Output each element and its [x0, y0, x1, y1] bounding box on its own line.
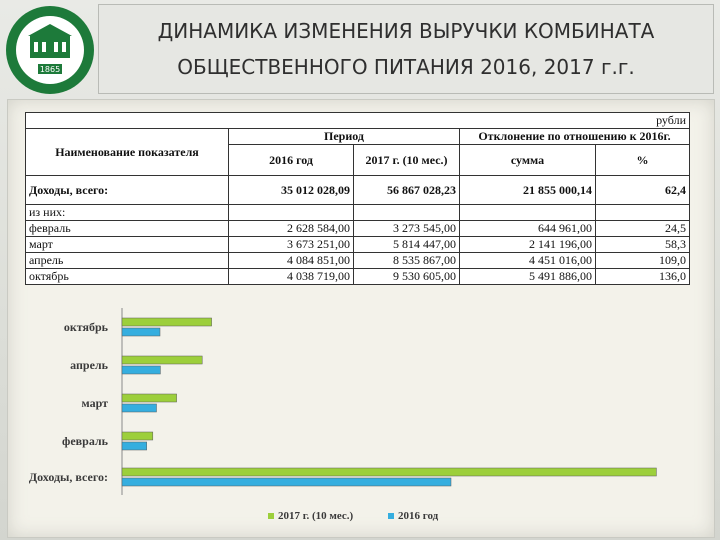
table-row: февраль 2 628 584,00 3 273 545,00 644 96… — [25, 220, 690, 237]
bar-2016-2 — [121, 403, 157, 413]
category-label: октябрь — [64, 320, 109, 334]
row-2017: 3 273 545,00 — [353, 220, 460, 237]
col-header-2016: 2016 год — [228, 144, 354, 176]
col-header-name: Наименование показателя — [25, 128, 229, 176]
row-label: октябрь — [25, 268, 229, 285]
col-header-pct: % — [595, 144, 690, 176]
bar-2016-1 — [121, 365, 161, 375]
bar-2017-0 — [121, 317, 212, 327]
row-sum: 2 141 196,00 — [459, 236, 596, 253]
table-row: октябрь 4 038 719,00 9 530 605,00 5 491 … — [25, 268, 690, 285]
legend-label: 2017 г. (10 мес.) — [278, 510, 354, 522]
col-header-2017: 2017 г. (10 мес.) — [353, 144, 460, 176]
revenue-table: рубли Наименование показателя Период Отк… — [25, 112, 690, 285]
unit-label: рубли — [25, 112, 690, 129]
bar-2017-1 — [121, 355, 203, 365]
legend-label: 2016 год — [398, 510, 439, 522]
row-2016: 3 673 251,00 — [228, 236, 354, 253]
row-label: апрель — [25, 252, 229, 269]
row-2016: 4 084 851,00 — [228, 252, 354, 269]
row-2017: 5 814 447,00 — [353, 236, 460, 253]
total-2017: 56 867 028,23 — [353, 175, 460, 205]
row-pct: 136,0 — [595, 268, 690, 285]
row-sum: 644 961,00 — [459, 220, 596, 237]
row-pct: 109,0 — [595, 252, 690, 269]
row-sum: 5 491 886,00 — [459, 268, 596, 285]
title-box: ДИНАМИКА ИЗМЕНЕНИЯ ВЫРУЧКИ КОМБИНАТА ОБЩ… — [98, 4, 714, 94]
legend-swatch — [268, 513, 274, 519]
row-2016: 4 038 719,00 — [228, 268, 354, 285]
category-label: Доходы, всего: — [29, 470, 108, 484]
total-pct: 62,4 — [595, 175, 690, 205]
bar-2017-4 — [121, 467, 657, 477]
row-label: март — [25, 236, 229, 253]
legend-swatch — [388, 513, 394, 519]
table-row: апрель 4 084 851,00 8 535 867,00 4 451 0… — [25, 252, 690, 269]
page-title: ДИНАМИКА ИЗМЕНЕНИЯ ВЫРУЧКИ КОМБИНАТА ОБЩ… — [157, 19, 655, 79]
row-sum: 4 451 016,00 — [459, 252, 596, 269]
row-pct: 58,3 — [595, 236, 690, 253]
row-2016: 2 628 584,00 — [228, 220, 354, 237]
category-label: февраль — [62, 434, 109, 448]
col-header-deviation: Отклонение по отношению к 2016г. — [459, 128, 690, 145]
category-label: март — [81, 396, 108, 410]
bar-2017-2 — [121, 393, 177, 403]
row-2017: 9 530 605,00 — [353, 268, 460, 285]
table-row: март 3 673 251,00 5 814 447,00 2 141 196… — [25, 236, 690, 253]
total-2016: 35 012 028,09 — [228, 175, 354, 205]
total-sum: 21 855 000,14 — [459, 175, 596, 205]
col-header-period: Период — [228, 128, 460, 145]
bar-2017-3 — [121, 431, 154, 441]
revenue-bar-chart: октябрь апрель март февраль Доходы, всего: 20… — [29, 308, 657, 522]
bar-2016-4 — [121, 477, 452, 487]
category-label: апрель — [70, 358, 108, 372]
total-label: Доходы, всего: — [25, 175, 229, 205]
university-logo: 1865 — [6, 6, 94, 94]
row-2017: 8 535 867,00 — [353, 252, 460, 269]
row-label: февраль — [25, 220, 229, 237]
bar-2016-3 — [121, 441, 147, 451]
bar-2016-0 — [121, 327, 161, 337]
logo-year: 1865 — [40, 65, 60, 74]
col-header-sum: сумма — [459, 144, 596, 176]
row-pct: 24,5 — [595, 220, 690, 237]
of-which-label: из них: — [25, 204, 229, 221]
